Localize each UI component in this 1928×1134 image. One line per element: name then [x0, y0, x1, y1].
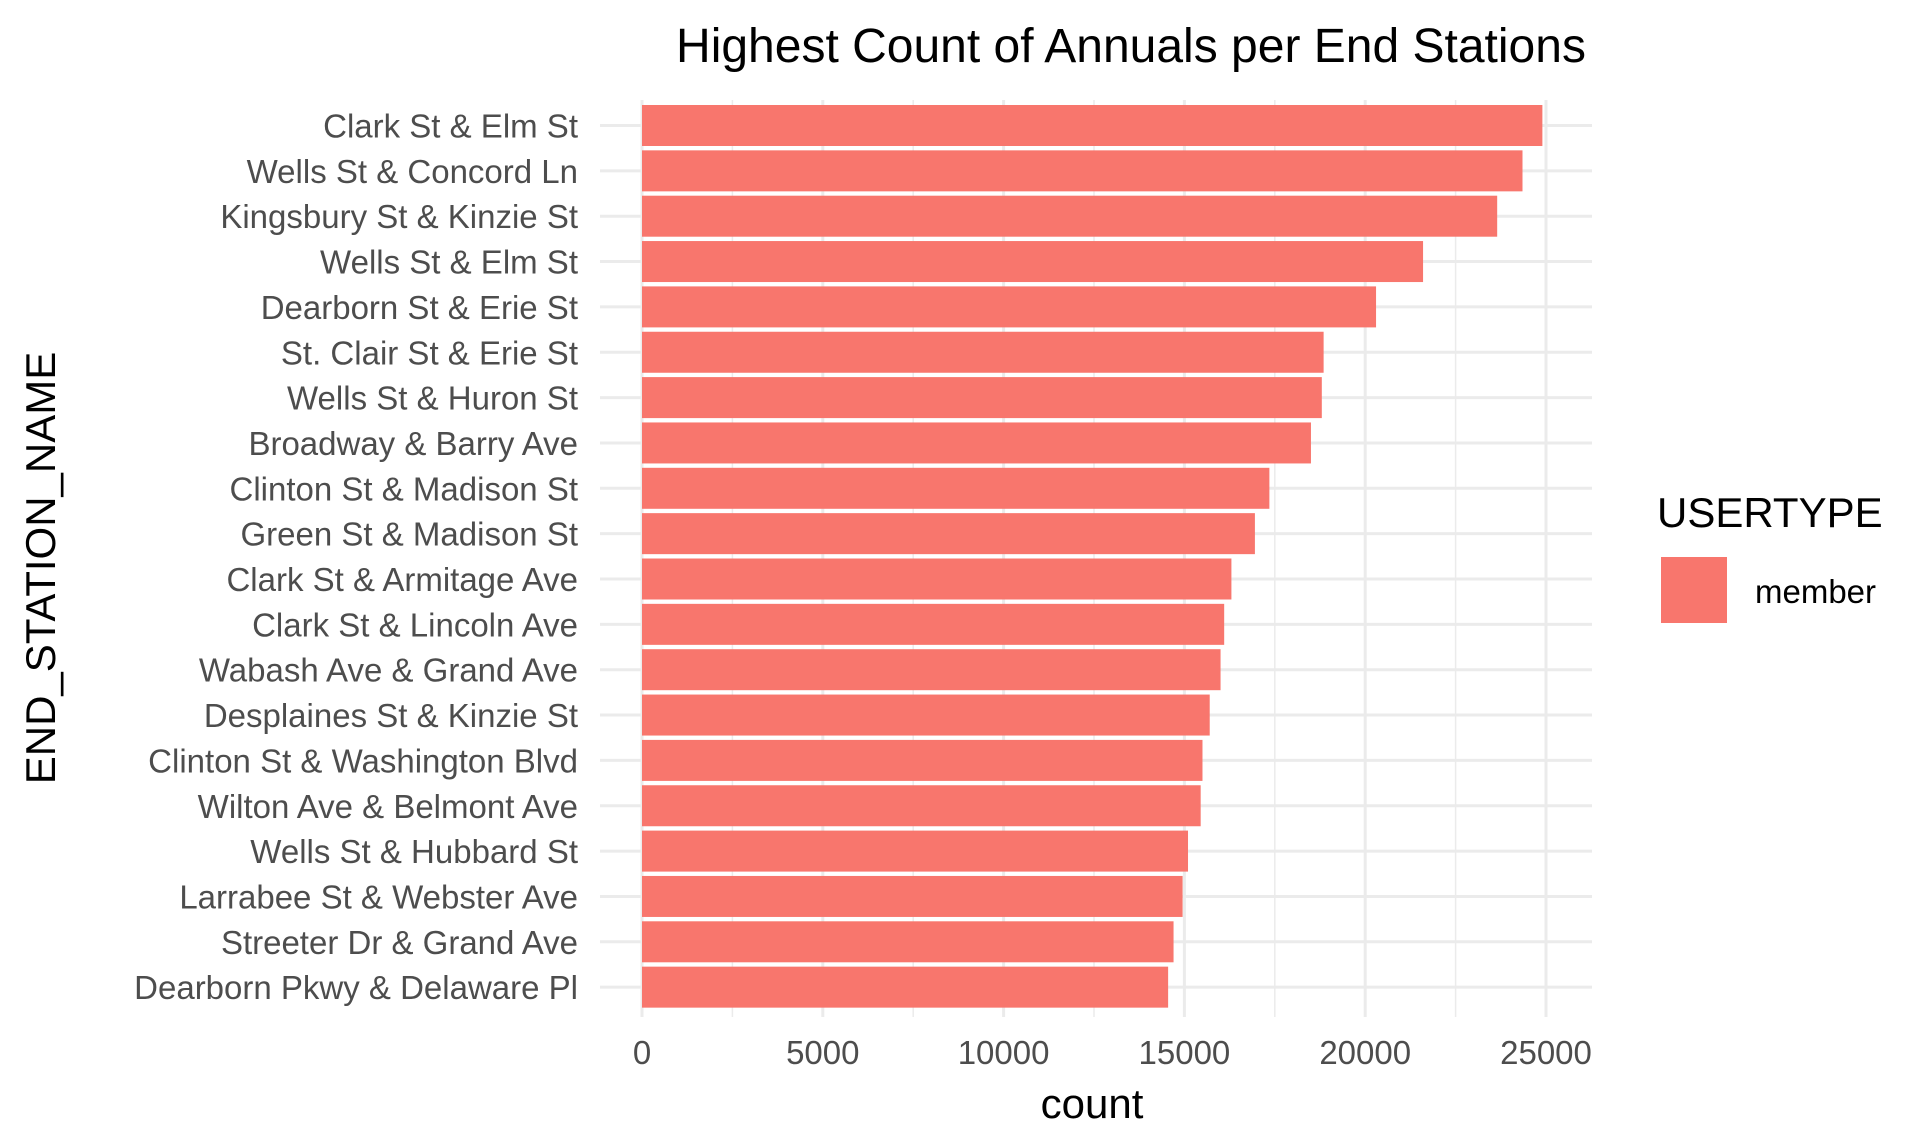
y-tick-label: St. Clair St & Erie St — [281, 334, 578, 371]
y-tick-label: Wabash Ave & Grand Ave — [199, 652, 578, 689]
bar — [642, 422, 1311, 464]
bar — [642, 513, 1255, 555]
bar — [642, 467, 1270, 509]
bar — [642, 603, 1225, 645]
bar — [642, 331, 1324, 373]
x-axis-title: count — [1041, 1080, 1144, 1127]
bar — [642, 966, 1169, 1008]
chart-title: Highest Count of Annuals per End Station… — [676, 20, 1586, 73]
y-tick-label: Streeter Dr & Grand Ave — [221, 924, 578, 961]
bar — [642, 241, 1424, 283]
y-tick-label: Wells St & Huron St — [287, 380, 578, 417]
bar — [642, 558, 1232, 600]
bar — [642, 105, 1543, 146]
bars — [642, 105, 1543, 1008]
y-tick-label: Larrabee St & Webster Ave — [179, 878, 578, 915]
bar — [642, 785, 1201, 827]
bar — [642, 649, 1221, 691]
y-tick-label: Clark St & Elm St — [323, 108, 578, 145]
y-tick-label: Clark St & Lincoln Ave — [252, 606, 578, 643]
bar — [642, 739, 1203, 781]
x-tick-label: 20000 — [1319, 1034, 1411, 1071]
y-tick-label: Wells St & Elm St — [320, 244, 578, 281]
x-tick-labels: 0 5000 10000 15000 20000 25000 — [633, 1034, 1592, 1071]
legend-label-member: member — [1755, 573, 1876, 610]
y-tick-label: Dearborn St & Erie St — [261, 289, 578, 326]
y-tick-label: Wells St & Concord Ln — [247, 153, 578, 190]
y-tick-label: Clinton St & Madison St — [230, 470, 579, 507]
legend-title: USERTYPE — [1657, 489, 1883, 536]
x-tick-label: 10000 — [958, 1034, 1050, 1071]
y-tick-label: Wells St & Hubbard St — [250, 833, 578, 870]
bar — [642, 694, 1210, 736]
bar — [642, 921, 1174, 963]
x-tick-label: 0 — [633, 1034, 651, 1071]
y-axis-title: END_STATION_NAME — [17, 352, 64, 785]
bar — [642, 377, 1322, 419]
y-tick-label: Green St & Madison St — [241, 516, 579, 553]
y-tick-label: Wilton Ave & Belmont Ave — [198, 788, 578, 825]
bar — [642, 830, 1189, 872]
bar — [642, 286, 1377, 328]
y-tick-label: Broadway & Barry Ave — [248, 425, 578, 462]
bar — [642, 195, 1498, 237]
y-tick-label: Clinton St & Washington Blvd — [148, 742, 578, 779]
legend-key-member — [1661, 557, 1727, 623]
y-tick-label: Clark St & Armitage Ave — [226, 561, 578, 598]
bar — [642, 875, 1183, 917]
x-tick-label: 25000 — [1500, 1034, 1592, 1071]
y-tick-label: Dearborn Pkwy & Delaware Pl — [134, 969, 578, 1006]
y-tick-labels: Clark St & Elm St Wells St & Concord Ln Ki… — [134, 108, 578, 1007]
y-tick-label: Kingsbury St & Kinzie St — [220, 198, 578, 235]
x-tick-label: 15000 — [1139, 1034, 1231, 1071]
y-tick-label: Desplaines St & Kinzie St — [204, 697, 578, 734]
legend: USERTYPE member — [1657, 489, 1883, 623]
x-tick-label: 5000 — [786, 1034, 859, 1071]
bar — [642, 150, 1523, 192]
